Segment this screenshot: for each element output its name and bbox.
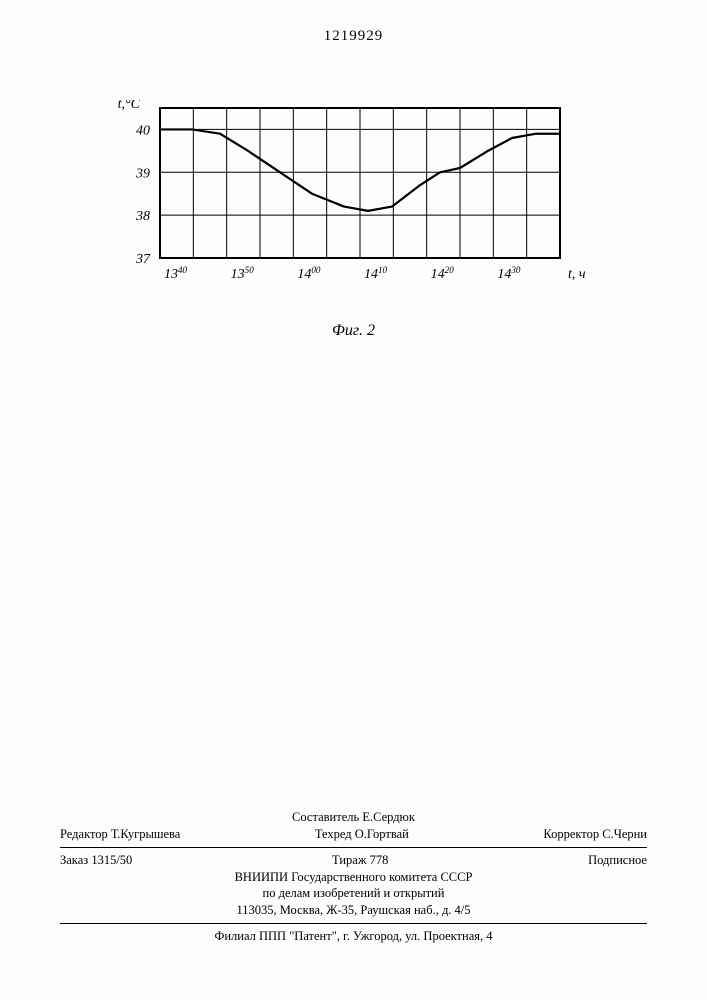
- svg-text:t, ч: t, ч: [568, 267, 585, 282]
- tirazh-value: 778: [370, 853, 389, 867]
- zakaz-value: 1315/50: [91, 853, 132, 867]
- svg-text:1400: 1400: [297, 265, 321, 282]
- tehred-name: О.Гортвай: [355, 827, 409, 841]
- org-line-2: по делам изобретений и открытий: [60, 885, 647, 902]
- svg-text:38: 38: [135, 209, 150, 224]
- svg-text:40: 40: [136, 123, 150, 138]
- filial-line: Филиал ППП "Патент", г. Ужгород, ул. Про…: [60, 928, 647, 945]
- address-1: 113035, Москва, Ж-35, Раушская наб., д. …: [60, 902, 647, 919]
- svg-text:1340: 1340: [164, 265, 188, 282]
- korrektor-label: Корректор: [543, 827, 599, 841]
- podpisnoe: Подписное: [588, 852, 647, 869]
- page: 1219929 37 38 39 40 t,°C 1340 1350 1400 1410 1420…: [0, 0, 707, 1000]
- divider-2: [60, 923, 647, 924]
- svg-text:39: 39: [135, 166, 150, 181]
- svg-text:t,°C: t,°C: [118, 100, 141, 112]
- redaktor-label: Редактор: [60, 827, 108, 841]
- svg-text:1430: 1430: [497, 265, 521, 282]
- svg-text:1350: 1350: [231, 265, 255, 282]
- korrektor-name: С.Черни: [602, 827, 647, 841]
- document-number: 1219929: [0, 28, 707, 45]
- tirazh-label: Тираж: [332, 853, 366, 867]
- colophon-block: Составитель Е.Сердюк Редактор Т.Кугрышев…: [60, 809, 647, 945]
- svg-text:1420: 1420: [431, 265, 455, 282]
- tehred-label: Техред: [315, 827, 352, 841]
- chart-caption: Фиг. 2: [0, 322, 707, 340]
- divider-1: [60, 847, 647, 848]
- sostavitel-label: Составитель: [292, 810, 359, 824]
- chart-svg: 37 38 39 40 t,°C 1340 1350 1400 1410 1420 1430 t, ч: [105, 100, 585, 310]
- redaktor-name: Т.Кугрышева: [111, 827, 180, 841]
- chart-figure-2: 37 38 39 40 t,°C 1340 1350 1400 1410 1420 1430 t, ч: [105, 100, 585, 310]
- svg-text:37: 37: [135, 252, 151, 267]
- sostavitel-name: Е.Сердюк: [362, 810, 415, 824]
- zakaz-label: Заказ: [60, 853, 88, 867]
- svg-text:1410: 1410: [364, 265, 388, 282]
- org-line-1: ВНИИПИ Государственного комитета СССР: [60, 869, 647, 886]
